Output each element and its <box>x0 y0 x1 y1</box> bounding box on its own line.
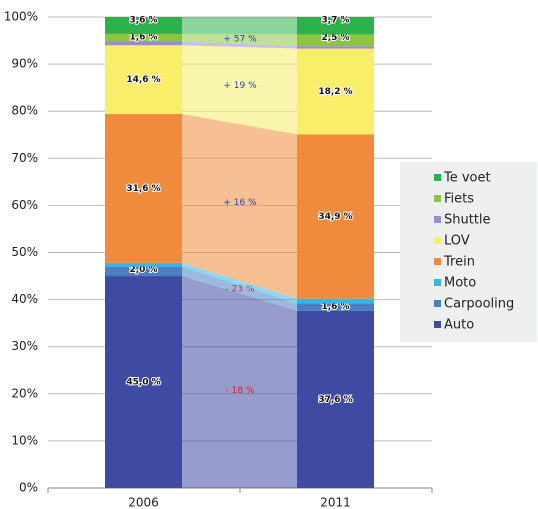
bar-segment <box>105 266 182 277</box>
flow-band <box>182 266 297 311</box>
y-tick-label: 10% <box>11 433 38 447</box>
legend-swatch <box>434 237 441 244</box>
bar-segment <box>105 45 182 115</box>
legend-label: Carpooling <box>444 297 514 312</box>
value-label: 3,7 % <box>321 16 349 26</box>
legend-label: Auto <box>444 318 474 333</box>
legend-swatch <box>434 195 441 202</box>
bar-segment <box>297 46 374 49</box>
change-label: + 16 % <box>223 198 257 208</box>
legend-label: Fiets <box>444 192 474 207</box>
value-label: 1,6 % <box>129 32 157 42</box>
y-tick-label: 20% <box>11 386 38 400</box>
x-tick-label: 2011 <box>320 496 351 509</box>
value-label: 31,6 % <box>126 184 160 194</box>
flow-band <box>182 17 297 35</box>
bar-segment <box>105 114 182 263</box>
bar-segment <box>297 310 374 488</box>
flow-band <box>182 33 297 47</box>
value-label: 18,2 % <box>318 87 352 97</box>
value-label: 1,6 % <box>321 302 349 312</box>
value-label: 2,5 % <box>321 33 349 43</box>
value-label: 3,6 % <box>129 16 157 26</box>
legend-box <box>400 162 537 342</box>
bar-segment <box>105 17 182 34</box>
flow-band <box>182 45 297 135</box>
legend-swatch <box>434 300 441 307</box>
change-label: + 57 % <box>223 35 257 45</box>
change-label: + 19 % <box>223 81 257 91</box>
value-label: 45,0 % <box>126 378 160 388</box>
bar-segment <box>297 298 374 304</box>
bar-segment <box>105 276 182 488</box>
legend-swatch <box>434 216 441 223</box>
bar-segment <box>297 134 374 299</box>
bar-segment <box>297 303 374 311</box>
bar-segment <box>297 17 374 35</box>
flow-band <box>182 276 297 488</box>
bar-segment <box>105 262 182 267</box>
legend-swatch <box>434 321 441 328</box>
y-tick-label: 100% <box>4 10 38 24</box>
y-tick-label: 40% <box>11 292 38 306</box>
value-label: 14,6 % <box>126 75 160 85</box>
bar-segment <box>297 48 374 135</box>
flow-band <box>182 41 297 49</box>
change-label: - 18 % <box>226 386 255 396</box>
value-label: 2,0 % <box>129 265 157 275</box>
y-tick-label: 60% <box>11 198 38 212</box>
y-tick-label: 30% <box>11 339 38 353</box>
legend-label: Te voet <box>443 171 491 186</box>
legend-swatch <box>434 258 441 265</box>
flow-band <box>182 262 297 304</box>
x-tick-label: 2006 <box>128 496 159 509</box>
legend-swatch <box>434 279 441 286</box>
flow-band <box>182 114 297 299</box>
change-label: - 23 % <box>226 285 255 295</box>
bar-segment <box>105 41 182 46</box>
y-tick-label: 50% <box>11 245 38 259</box>
legend-label: Moto <box>444 276 476 291</box>
legend-swatch <box>434 174 441 181</box>
legend-label: LOV <box>444 234 470 249</box>
value-label: 34,9 % <box>318 212 352 222</box>
bar-segment <box>105 33 182 42</box>
value-label: 37,6 % <box>318 395 352 405</box>
y-tick-label: 90% <box>11 57 38 71</box>
legend-label: Shuttle <box>444 213 491 228</box>
y-tick-label: 0% <box>19 481 38 495</box>
y-tick-label: 80% <box>11 104 38 118</box>
legend-label: Trein <box>443 255 475 270</box>
y-tick-label: 70% <box>11 151 38 165</box>
bar-segment <box>297 34 374 47</box>
